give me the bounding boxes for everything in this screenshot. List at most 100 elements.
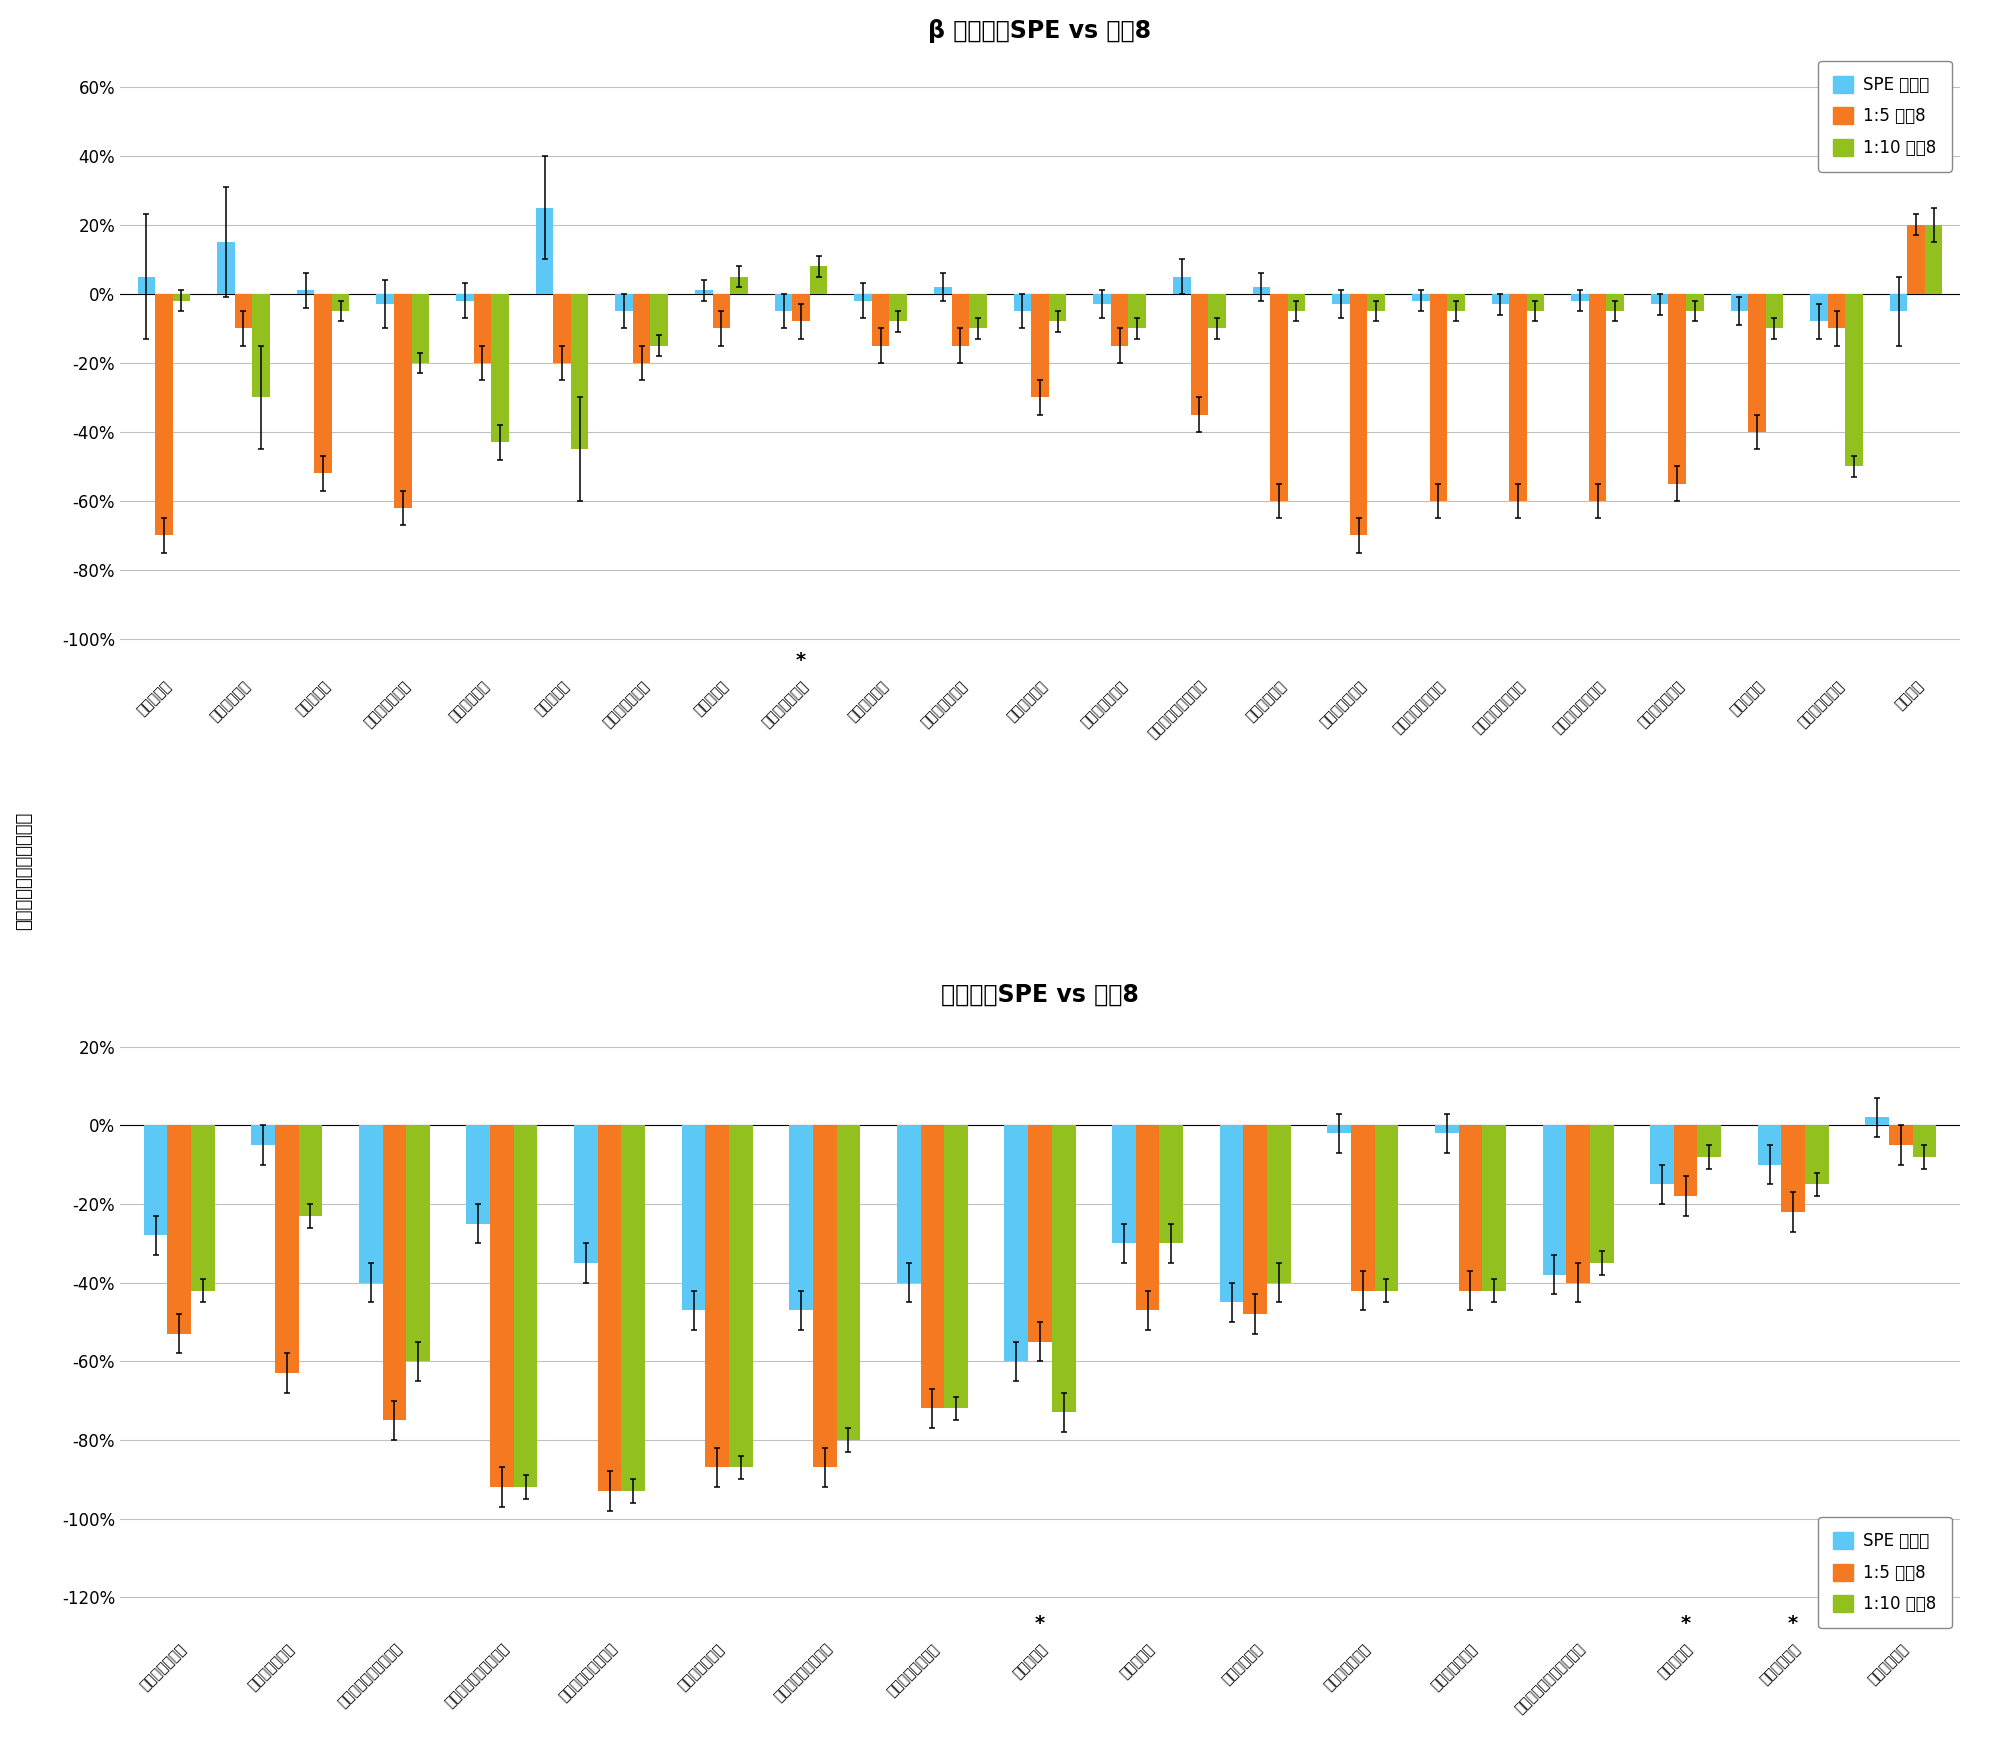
Bar [1014, 294, 1032, 312]
Bar [616, 294, 632, 312]
Bar [1288, 294, 1306, 312]
Text: *: * [1896, 1614, 1906, 1633]
Bar [792, 294, 810, 322]
Bar [1032, 294, 1048, 397]
Bar [394, 294, 412, 508]
Bar [1374, 1125, 1398, 1290]
Bar [492, 294, 508, 442]
Bar [252, 294, 270, 397]
Bar [554, 294, 570, 362]
Bar [1572, 294, 1588, 301]
Bar [1782, 1125, 1806, 1212]
Bar [314, 294, 332, 474]
Bar [456, 294, 474, 301]
Bar [1004, 1125, 1028, 1361]
Legend: SPE の平均, 1:5 希釄8, 1:10 希釄8: SPE の平均, 1:5 希釄8, 1:10 希釄8 [1818, 1516, 1952, 1628]
Bar [144, 1125, 168, 1236]
Bar [1244, 1125, 1268, 1314]
Bar [1128, 294, 1146, 329]
Bar [1492, 294, 1510, 305]
Bar [1350, 1125, 1374, 1290]
Text: *: * [796, 651, 806, 670]
Bar [332, 294, 350, 312]
Bar [1698, 1125, 1722, 1156]
Text: *: * [1788, 1614, 1798, 1633]
Bar [536, 207, 554, 294]
Bar [1368, 294, 1384, 312]
Bar [854, 294, 872, 301]
Bar [466, 1125, 490, 1224]
Bar [1110, 294, 1128, 346]
Bar [1136, 1125, 1160, 1311]
Bar [1810, 294, 1828, 322]
Bar [490, 1125, 514, 1487]
Bar [234, 294, 252, 329]
Bar [682, 1125, 706, 1311]
Bar [1160, 1125, 1184, 1243]
Bar [632, 294, 650, 362]
Bar [1828, 294, 1846, 329]
Bar [1806, 1125, 1828, 1184]
Bar [1668, 294, 1686, 484]
Bar [774, 294, 792, 312]
Bar [1510, 294, 1526, 501]
Bar [1590, 1125, 1614, 1262]
Bar [168, 1125, 192, 1334]
Bar [1482, 1125, 1506, 1290]
Bar [1332, 294, 1350, 305]
Bar [836, 1125, 860, 1440]
Bar [1686, 294, 1704, 312]
Bar [412, 294, 430, 362]
Bar [1730, 294, 1748, 312]
Bar [274, 1125, 298, 1374]
Bar [650, 294, 668, 346]
Bar [1434, 1125, 1458, 1133]
Bar [358, 1125, 382, 1283]
Bar [1094, 294, 1110, 305]
Bar [1526, 294, 1544, 312]
Bar [1052, 1125, 1076, 1412]
Bar [1866, 1118, 1888, 1125]
Bar [1606, 294, 1624, 312]
Text: *: * [1680, 1614, 1690, 1633]
Bar [1846, 294, 1862, 467]
Bar [1908, 225, 1924, 294]
Bar [1268, 1125, 1290, 1283]
Bar [296, 291, 314, 294]
Bar [1112, 1125, 1136, 1243]
Bar [192, 1125, 214, 1290]
Bar [696, 291, 712, 294]
Bar [172, 294, 190, 301]
Bar [1252, 287, 1270, 294]
Bar [1220, 1125, 1244, 1302]
Bar [920, 1125, 944, 1408]
Bar [1328, 1125, 1350, 1133]
Bar [406, 1125, 430, 1361]
Bar [944, 1125, 968, 1408]
Bar [1190, 294, 1208, 414]
Bar [622, 1125, 646, 1490]
Bar [156, 294, 172, 536]
Bar [1048, 294, 1066, 322]
Bar [1430, 294, 1448, 501]
Bar [574, 1125, 598, 1262]
Bar [730, 1125, 752, 1468]
Bar [1890, 294, 1908, 312]
Bar [382, 1125, 406, 1421]
Bar [1566, 1125, 1590, 1283]
Bar [1912, 1125, 1936, 1156]
Bar [474, 294, 492, 362]
Bar [1458, 1125, 1482, 1290]
Bar [1448, 294, 1464, 312]
Text: マトリックス効果（％）: マトリックス効果（％） [14, 811, 32, 930]
Bar [1650, 294, 1668, 305]
Bar [812, 1125, 836, 1468]
Bar [138, 277, 156, 294]
Bar [810, 266, 828, 294]
Bar [252, 1125, 274, 1146]
Legend: SPE の平均, 1:5 希釄8, 1:10 希釄8: SPE の平均, 1:5 希釄8, 1:10 希釄8 [1818, 61, 1952, 172]
Bar [1674, 1125, 1698, 1196]
Bar [730, 277, 748, 294]
Bar [514, 1125, 538, 1487]
Bar [1542, 1125, 1566, 1274]
